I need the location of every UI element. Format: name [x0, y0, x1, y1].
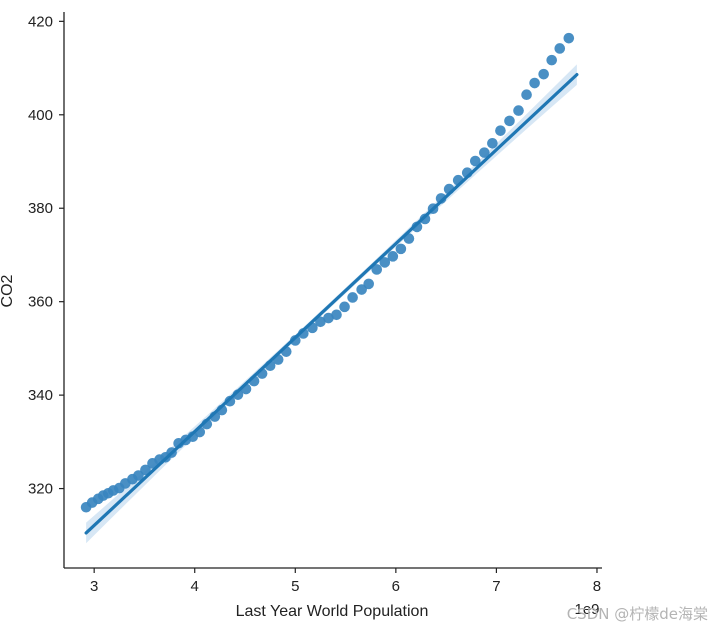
- x-tick-label: 4: [191, 578, 199, 595]
- axes: 3 4 5 6 7 8 320 340 360 380 400 420: [28, 12, 602, 595]
- watermark: CSDN @柠檬de海棠: [567, 605, 708, 623]
- data-point: [339, 301, 350, 313]
- data-point: [315, 316, 326, 328]
- x-tick-label: 5: [291, 578, 299, 595]
- x-axis-title: Last Year World Population: [236, 603, 429, 620]
- data-point: [140, 464, 151, 476]
- data-point: [331, 309, 342, 321]
- data-point: [323, 312, 334, 324]
- data-point: [419, 213, 431, 225]
- data-point: [224, 395, 236, 407]
- x-tick-label: 3: [90, 578, 98, 595]
- x-tick-label: 8: [593, 578, 601, 595]
- data-point: [379, 257, 391, 268]
- data-point: [504, 115, 515, 127]
- data-point: [479, 147, 490, 158]
- y-tick-label: 360: [28, 294, 53, 311]
- y-tick-label: 380: [28, 200, 53, 217]
- axis-labels: Last Year World Population CO2 1e9: [0, 274, 600, 620]
- data-point: [289, 335, 301, 346]
- data-point: [487, 137, 498, 149]
- data-point: [387, 251, 399, 262]
- data-point: [538, 68, 549, 80]
- data-point: [363, 278, 374, 290]
- data-point: [469, 155, 481, 167]
- data-point: [529, 77, 540, 89]
- y-tick-label: 340: [28, 387, 53, 404]
- data-points: [80, 32, 575, 513]
- y-axis-title: CO2: [0, 274, 16, 307]
- y-tick-label: 400: [28, 107, 53, 124]
- data-point: [395, 243, 407, 255]
- data-point: [554, 43, 566, 54]
- data-point: [546, 54, 558, 66]
- data-point: [371, 264, 383, 275]
- y-tick-label: 420: [28, 13, 53, 30]
- x-tick-label: 7: [492, 578, 500, 595]
- data-point: [563, 32, 575, 44]
- regression-line-group: [84, 73, 579, 535]
- data-point: [521, 89, 532, 100]
- data-point: [347, 292, 358, 303]
- data-point: [495, 125, 506, 136]
- x-offset-label: 1e9: [574, 601, 599, 618]
- x-tick-label: 6: [392, 578, 400, 595]
- y-tick-label: 320: [28, 481, 53, 498]
- regression-line: [84, 73, 579, 535]
- data-point: [513, 105, 524, 116]
